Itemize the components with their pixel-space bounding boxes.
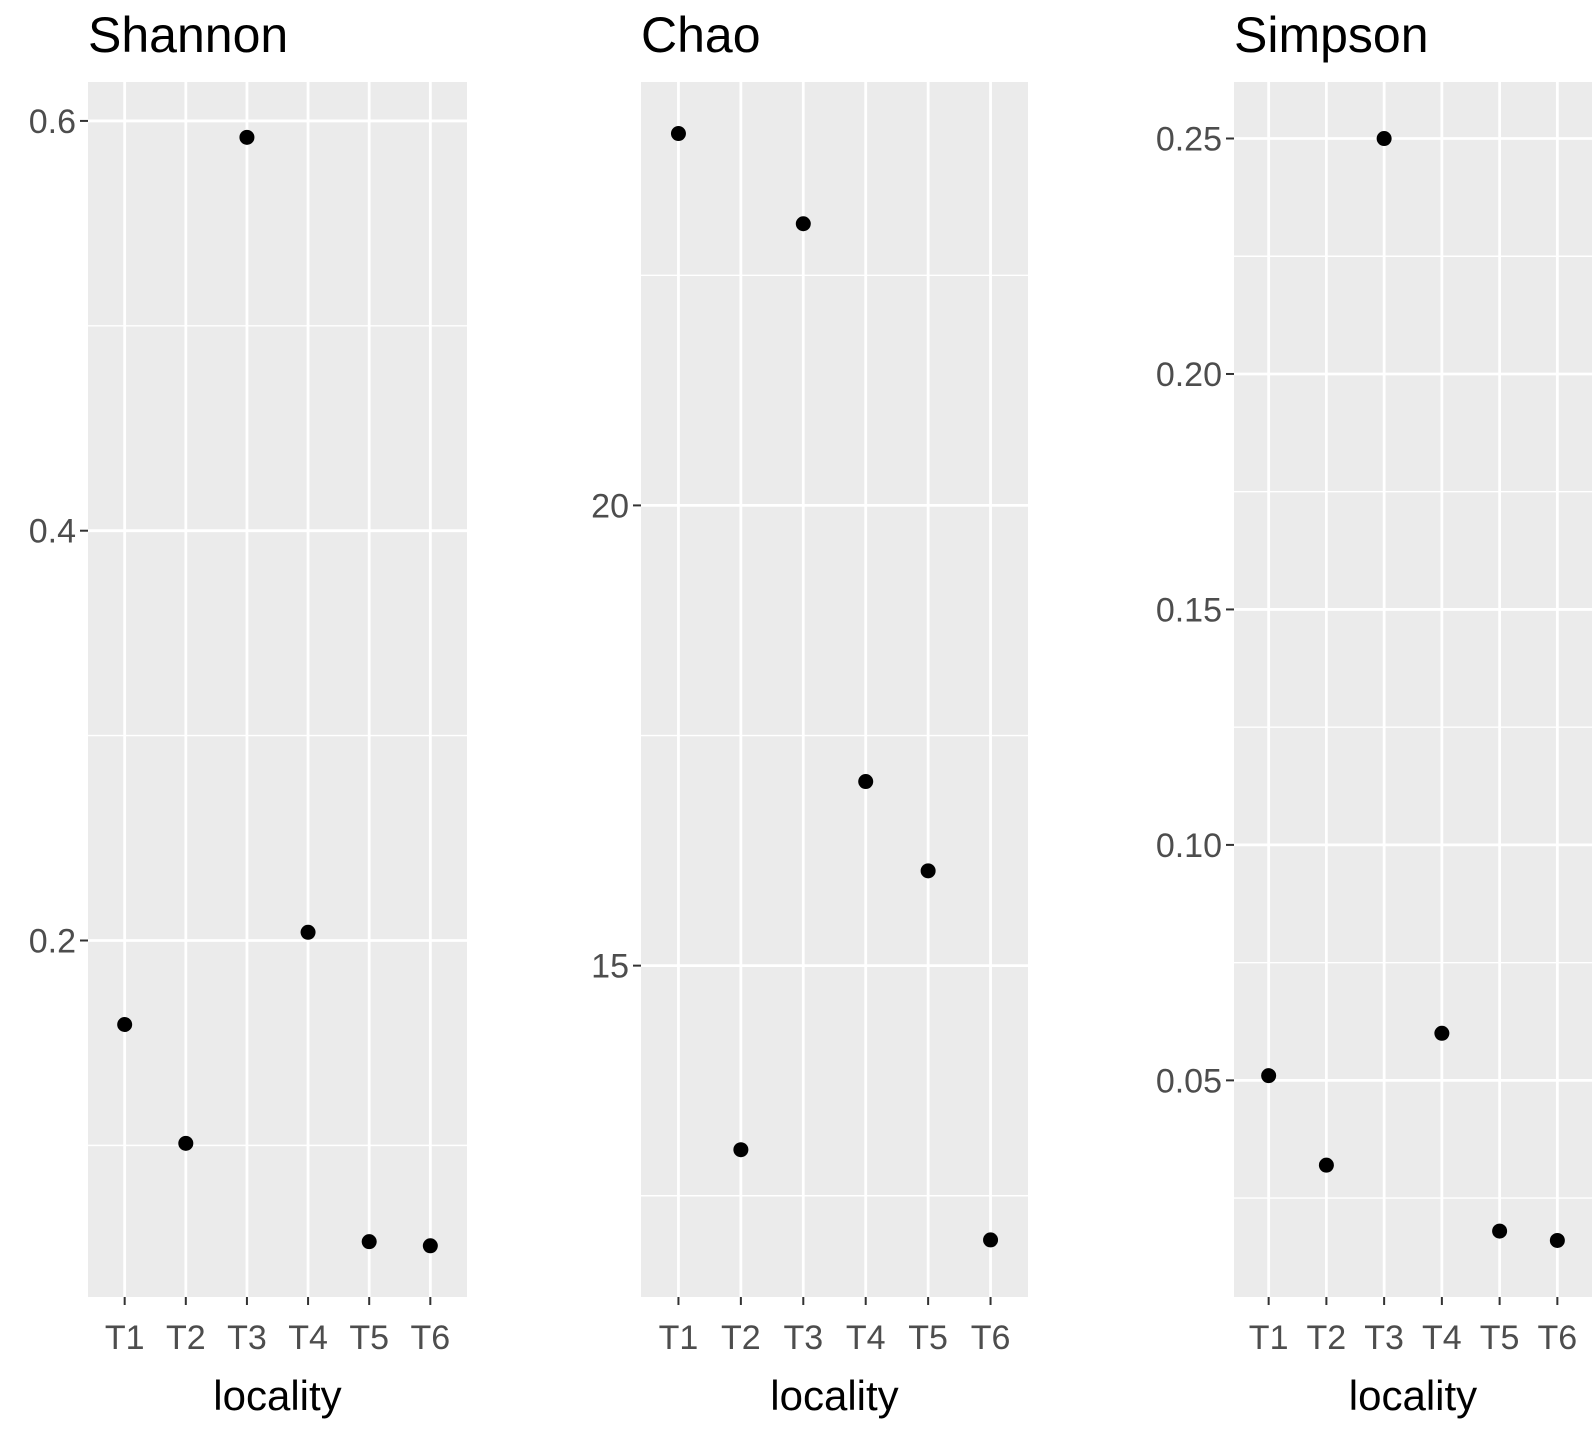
data-point (1549, 1232, 1565, 1248)
y-tick-label: 0.15 (1156, 591, 1222, 629)
panel-background (641, 82, 1028, 1297)
x-tick-label: T6 (410, 1319, 450, 1357)
panel-background (88, 82, 467, 1297)
data-point (858, 774, 874, 790)
x-tick-label: T5 (349, 1319, 389, 1357)
y-tick-label: 0.05 (1156, 1062, 1222, 1100)
data-point (1434, 1025, 1450, 1041)
x-tick-label: T4 (288, 1319, 328, 1357)
y-tick-label: 0.6 (29, 103, 76, 141)
facet-simpson: 0.05 0.10 0.15 0.20 0.25 T1 T2 T3 T4 T5 T6 Simpson l… (1156, 7, 1592, 1419)
x-tick-label: T6 (971, 1319, 1011, 1357)
data-point (239, 129, 255, 145)
x-axis-title: locality (1349, 1372, 1477, 1419)
data-point (117, 1016, 133, 1032)
x-tick-label: T5 (1480, 1319, 1520, 1357)
data-point (422, 1238, 438, 1254)
x-axis-title: locality (213, 1372, 341, 1419)
x-tick-label: T2 (721, 1319, 761, 1357)
data-point (795, 216, 811, 232)
y-tick-label: 20 (591, 487, 629, 525)
x-tick-label: T2 (166, 1319, 206, 1357)
y-tick-label: 0.20 (1156, 356, 1222, 394)
facet-title: Simpson (1234, 7, 1429, 63)
data-point (1376, 131, 1392, 147)
y-tick-label: 0.4 (29, 513, 76, 551)
x-tick-label: T3 (783, 1319, 823, 1357)
x-tick-label: T3 (227, 1319, 267, 1357)
x-tick-label: T5 (908, 1319, 948, 1357)
data-point (1261, 1068, 1277, 1084)
x-tick-label: T1 (659, 1319, 699, 1357)
x-tick-label: T4 (846, 1319, 886, 1357)
facet-chao: 15 20 T1 T2 T3 T4 T5 T6 Chao locality (591, 7, 1028, 1419)
y-tick-label: 0.25 (1156, 121, 1222, 159)
x-tick-label: T3 (1364, 1319, 1404, 1357)
panel-background (1234, 82, 1592, 1297)
facet-title: Shannon (88, 7, 288, 63)
facet-shannon: 0.2 0.4 0.6 T1 T2 T3 T4 T5 T6 Shannon locality (29, 7, 467, 1419)
data-point (361, 1234, 377, 1250)
x-axis-title: locality (770, 1372, 898, 1419)
data-point (1318, 1157, 1334, 1173)
x-tick-label: T4 (1422, 1319, 1462, 1357)
facet-title: Chao (641, 7, 761, 63)
y-tick-label: 0.10 (1156, 827, 1222, 865)
x-tick-label: T1 (105, 1319, 145, 1357)
data-point (178, 1135, 194, 1151)
data-point (1492, 1223, 1508, 1239)
x-tick-label: T6 (1538, 1319, 1578, 1357)
data-point (300, 924, 316, 940)
y-tick-label: 15 (591, 948, 629, 986)
data-point (983, 1232, 999, 1248)
x-tick-label: T1 (1249, 1319, 1289, 1357)
data-point (920, 863, 936, 879)
data-point (733, 1142, 749, 1158)
y-tick-label: 0.2 (29, 922, 76, 960)
data-point (670, 126, 686, 142)
x-tick-label: T2 (1307, 1319, 1347, 1357)
